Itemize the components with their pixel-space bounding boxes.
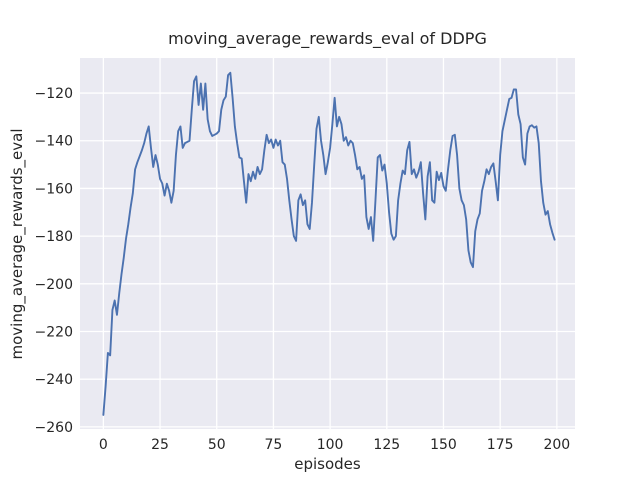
reward-line (102, 71, 556, 416)
y-tick-label: −160 (35, 181, 73, 197)
y-tick-label: −220 (35, 324, 73, 340)
y-tick-label: −120 (35, 86, 73, 102)
y-tick-label: −240 (35, 372, 73, 388)
x-tick-label: 150 (430, 437, 457, 453)
y-axis-label: moving_average_rewards_eval (8, 129, 27, 360)
y-tick-label: −200 (35, 277, 73, 293)
x-tick-label: 125 (373, 437, 400, 453)
x-axis-label: episodes (294, 455, 361, 473)
y-tick-labels: −120 −140 −160 −180 −200 −220 −240 −260 (35, 86, 73, 436)
x-tick-label: 0 (99, 437, 108, 453)
x-tick-label: 75 (265, 437, 283, 453)
chart-title: moving_average_rewards_eval of DDPG (168, 29, 487, 49)
x-tick-label: 25 (151, 437, 169, 453)
y-tick-label: −140 (35, 134, 73, 150)
x-tick-labels: 0 25 50 75 100 125 150 175 200 (99, 437, 570, 453)
x-tick-label: 100 (317, 437, 344, 453)
plot-area (80, 58, 575, 429)
y-tick-label: −260 (35, 420, 73, 436)
x-tick-label: 175 (487, 437, 514, 453)
x-tick-label: 50 (208, 437, 226, 453)
gridlines (80, 58, 575, 429)
x-tick-label: 200 (543, 437, 570, 453)
y-tick-label: −180 (35, 229, 73, 245)
